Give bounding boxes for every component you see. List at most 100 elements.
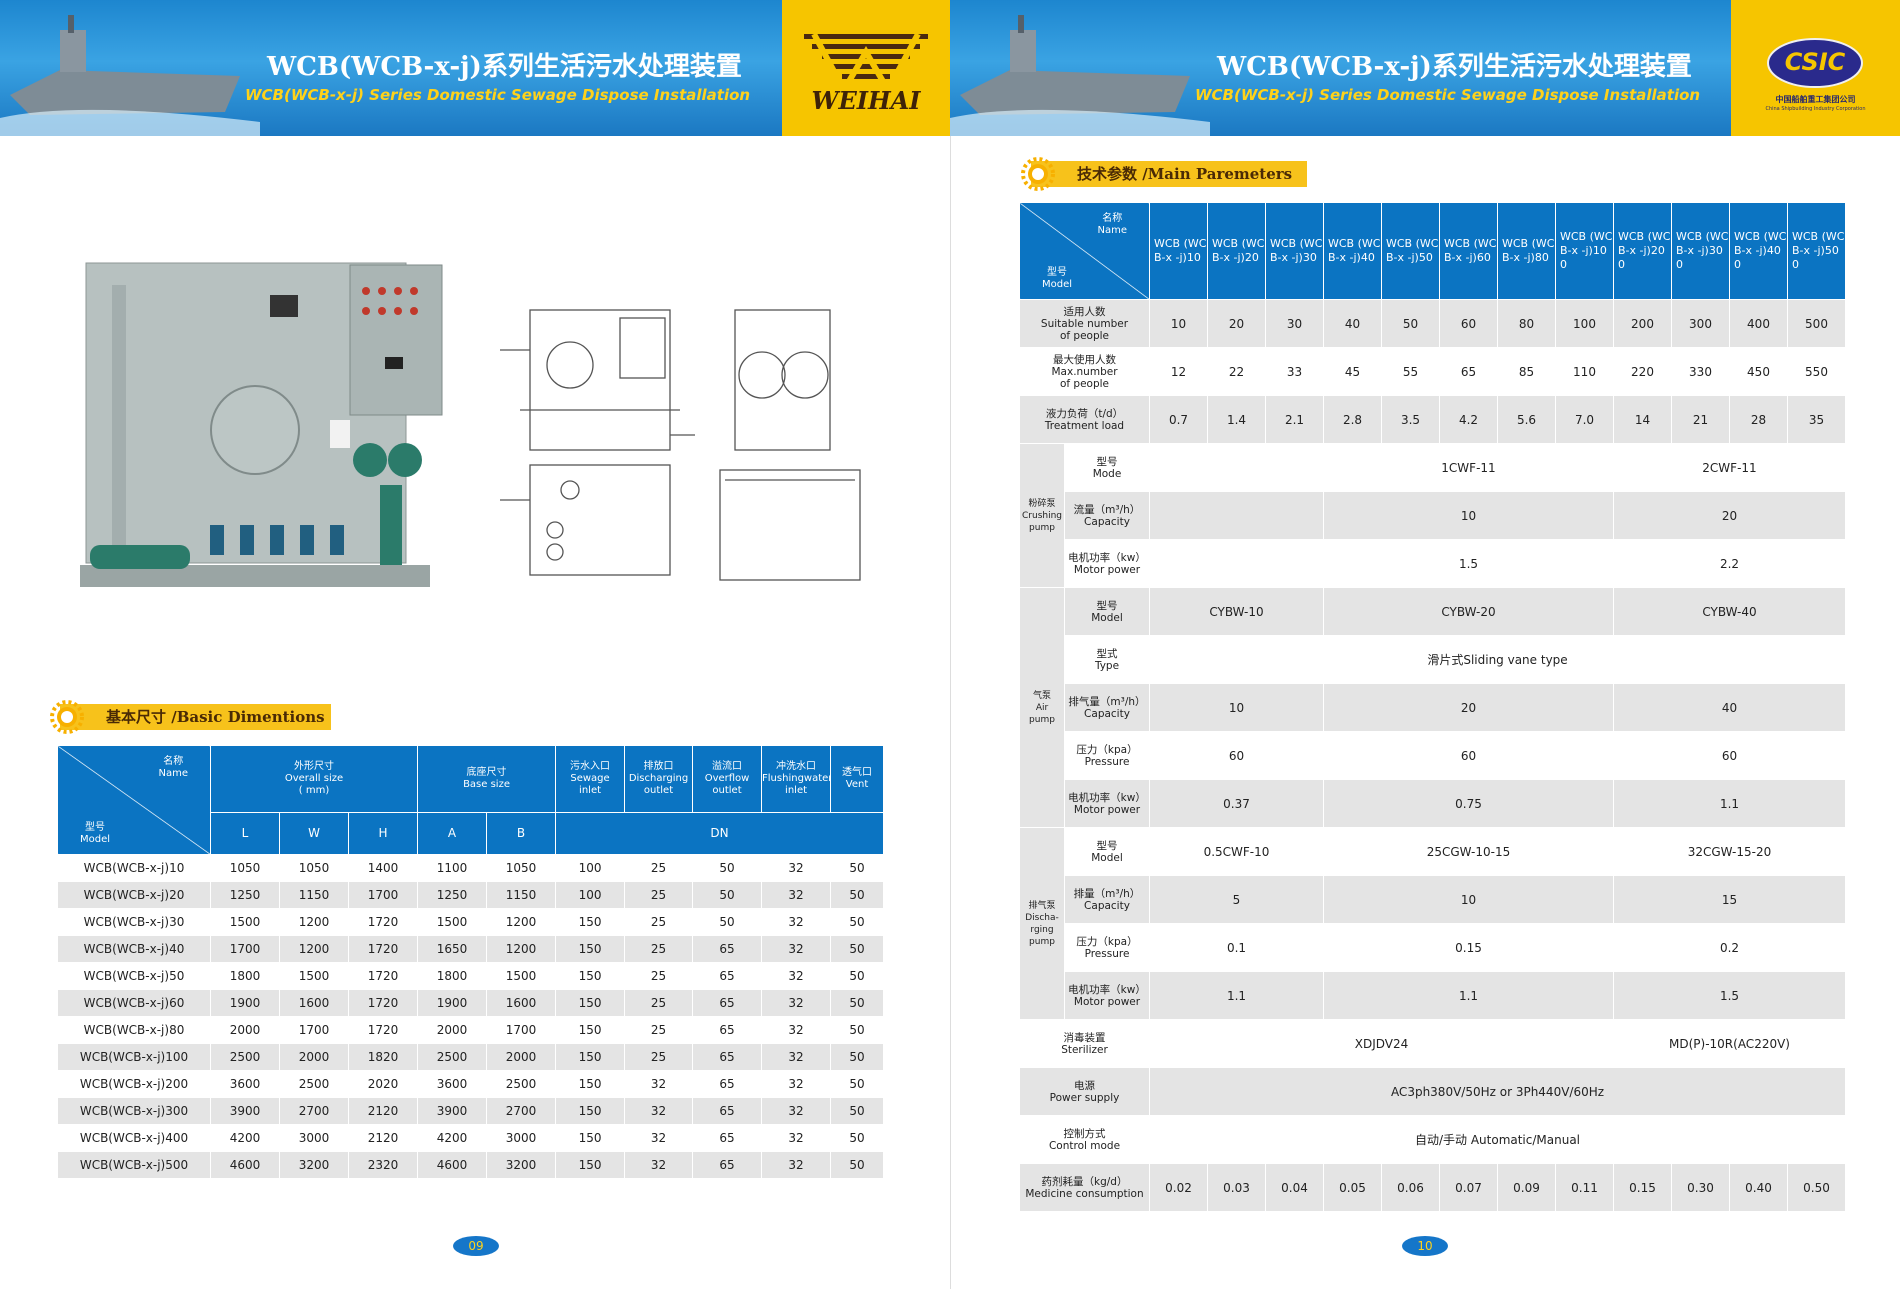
title-cn: WCB(WCB-x-j)系列生活污水处理装置 xyxy=(1217,52,1692,82)
cell: 0.04 xyxy=(1265,1163,1324,1212)
cell: WCB(WCB-x-j)400 xyxy=(57,1124,211,1152)
text-line: 排气泵 xyxy=(1028,900,1056,911)
cell: 1600 xyxy=(279,989,349,1017)
data-row: 电源 Power supply AC3ph380V/50Hz or 3Ph440V/… xyxy=(1019,1067,1846,1116)
cell: 2000 xyxy=(279,1043,349,1071)
text-line: outlet xyxy=(712,784,742,796)
cell: 1050 xyxy=(486,854,557,882)
data-row: WCB(WCB-x-j)40 1700 1200 1720 1650 1200 150 25 6… xyxy=(57,935,885,963)
cell: 2020 xyxy=(347,1070,419,1098)
cell: 1500 xyxy=(279,962,349,990)
cell: 1720 xyxy=(347,935,419,963)
cell: 0.02 xyxy=(1149,1163,1208,1212)
row-label: 消毒装置 Sterilizer xyxy=(1019,1019,1150,1068)
cell: 50 xyxy=(830,1151,885,1179)
text-line: Model xyxy=(1042,279,1073,290)
text-line: 液力负荷（t/d） xyxy=(1045,407,1124,420)
cell: 10 xyxy=(1323,491,1614,540)
text-line: 型式 xyxy=(1096,647,1118,660)
cell: 60 xyxy=(1613,731,1846,780)
cell: 1400 xyxy=(347,854,419,882)
cell: 1250 xyxy=(210,881,280,909)
row-label: 电机功率（kw） Motor power xyxy=(1064,971,1150,1020)
cell: 2500 xyxy=(486,1070,557,1098)
cell: 3900 xyxy=(210,1097,280,1125)
cell: 32 xyxy=(624,1151,694,1179)
company-cn: 中国船舶重工集团公司 xyxy=(1775,95,1856,104)
cell: 50 xyxy=(1381,299,1440,348)
section-heading: 技术参数 /Main Paremeters xyxy=(1021,157,1307,191)
cell: 22 xyxy=(1207,347,1266,396)
text-line: Pressure xyxy=(1084,947,1130,960)
cell: 50 xyxy=(830,1070,885,1098)
data-row: 电机功率（kw） Motor power 0.37 0.75 1.1 xyxy=(1020,779,1846,828)
data-row: 适用人数 Suitable number of people 10 20 30 40 50 60… xyxy=(1019,299,1846,348)
text-line: Overflow xyxy=(704,772,750,784)
text-line: 排放口 xyxy=(643,760,674,772)
sub-header: W xyxy=(279,811,349,856)
data-row: 最大使用人数 Max.number of people 12 22 33 45 55 65 85 1… xyxy=(1019,347,1846,396)
cell: 12 xyxy=(1149,347,1208,396)
cell: 1500 xyxy=(486,962,557,990)
cell: 3600 xyxy=(210,1070,280,1098)
text-line: Crushing xyxy=(1022,510,1062,521)
cell: 滑片式Sliding vane type xyxy=(1149,635,1846,684)
cell: 1720 xyxy=(347,989,419,1017)
row-label: 压力（kpa） Pressure xyxy=(1064,731,1150,780)
data-row: WCB(WCB-x-j)100 2500 2000 1820 2500 2000 150 25… xyxy=(57,1043,885,1071)
model-header: WCB (WCB-x -j)400 xyxy=(1729,202,1788,300)
text-line: 粉碎泵 xyxy=(1028,498,1056,509)
cell: 2700 xyxy=(486,1097,557,1125)
cell: 32 xyxy=(624,1070,694,1098)
cell: WCB(WCB-x-j)60 xyxy=(57,989,211,1017)
data-row: 型式 Type 滑片式Sliding vane type xyxy=(1020,635,1846,684)
data-row: 消毒装置 Sterilizer XDJDV24 MD(P)-10R(AC220V) xyxy=(1019,1019,1846,1068)
port-header: 冲洗水口 Flushingwater inlet xyxy=(761,745,832,813)
model-header: WCB (WCB-x -j)10 xyxy=(1149,202,1208,300)
cell: 1250 xyxy=(417,881,488,909)
data-row: WCB(WCB-x-j)30 1500 1200 1720 1500 1200 150 25 5… xyxy=(57,908,885,936)
cell: 2.2 xyxy=(1613,539,1846,588)
group-label: 粉碎泵 Crushing pump xyxy=(1019,443,1065,588)
product-photo xyxy=(80,262,443,587)
text-line: Base size xyxy=(463,778,510,790)
text-line: Motor power xyxy=(1073,563,1141,576)
text-line: Suitable number xyxy=(1040,317,1129,330)
cell: 32 xyxy=(761,908,832,936)
cell: WCB(WCB-x-j)500 xyxy=(57,1151,211,1179)
section-heading: 基本尺寸 /Basic Dimentions xyxy=(50,700,331,734)
cell: 50 xyxy=(830,962,885,990)
text-line: Medicine consumption xyxy=(1025,1187,1144,1200)
cell: 25CGW-10-15 xyxy=(1323,827,1614,876)
text-line: Name xyxy=(158,768,188,779)
cell: 1CWF-11 xyxy=(1323,443,1614,492)
text-line: Sterilizer xyxy=(1061,1043,1108,1056)
cell: 2120 xyxy=(347,1097,419,1125)
cell: 1650 xyxy=(417,935,488,963)
text-line: inlet xyxy=(785,784,808,796)
cell: 1820 xyxy=(347,1043,419,1071)
data-row: WCB(WCB-x-j)60 1900 1600 1720 1900 1600 150 25 6… xyxy=(57,989,885,1017)
corner-cell: 名称 Name 型号 Model xyxy=(57,745,211,855)
data-row: 液力负荷（t/d） Treatment load 0.7 1.4 2.1 2.8 3.5 4.… xyxy=(1019,395,1846,444)
cell: 1700 xyxy=(347,881,419,909)
cell: 0.50 xyxy=(1787,1163,1846,1212)
cell: 60 xyxy=(1439,299,1498,348)
data-row: 控制方式 Control mode 自动/手动 Automatic/Manual xyxy=(1019,1115,1846,1164)
cell: 300 xyxy=(1671,299,1730,348)
cell: AC3ph380V/50Hz or 3Ph440V/60Hz xyxy=(1149,1067,1846,1116)
cell: 100 xyxy=(555,881,626,909)
row-label: 型式 Type xyxy=(1064,635,1150,684)
cell: 1050 xyxy=(279,854,349,882)
cell: 0.15 xyxy=(1613,1163,1672,1212)
cell: 25 xyxy=(624,1016,694,1044)
cell: 0.37 xyxy=(1149,779,1324,828)
text-line: 排量（m³/h） xyxy=(1073,887,1141,900)
text-line: outlet xyxy=(643,784,674,796)
cell: 1.1 xyxy=(1613,779,1846,828)
text-line: pump xyxy=(1029,714,1055,725)
cell: 4.2 xyxy=(1439,395,1498,444)
cell: 110 xyxy=(1555,347,1614,396)
page-number: 09 xyxy=(453,1236,499,1256)
cell: 32 xyxy=(761,881,832,909)
